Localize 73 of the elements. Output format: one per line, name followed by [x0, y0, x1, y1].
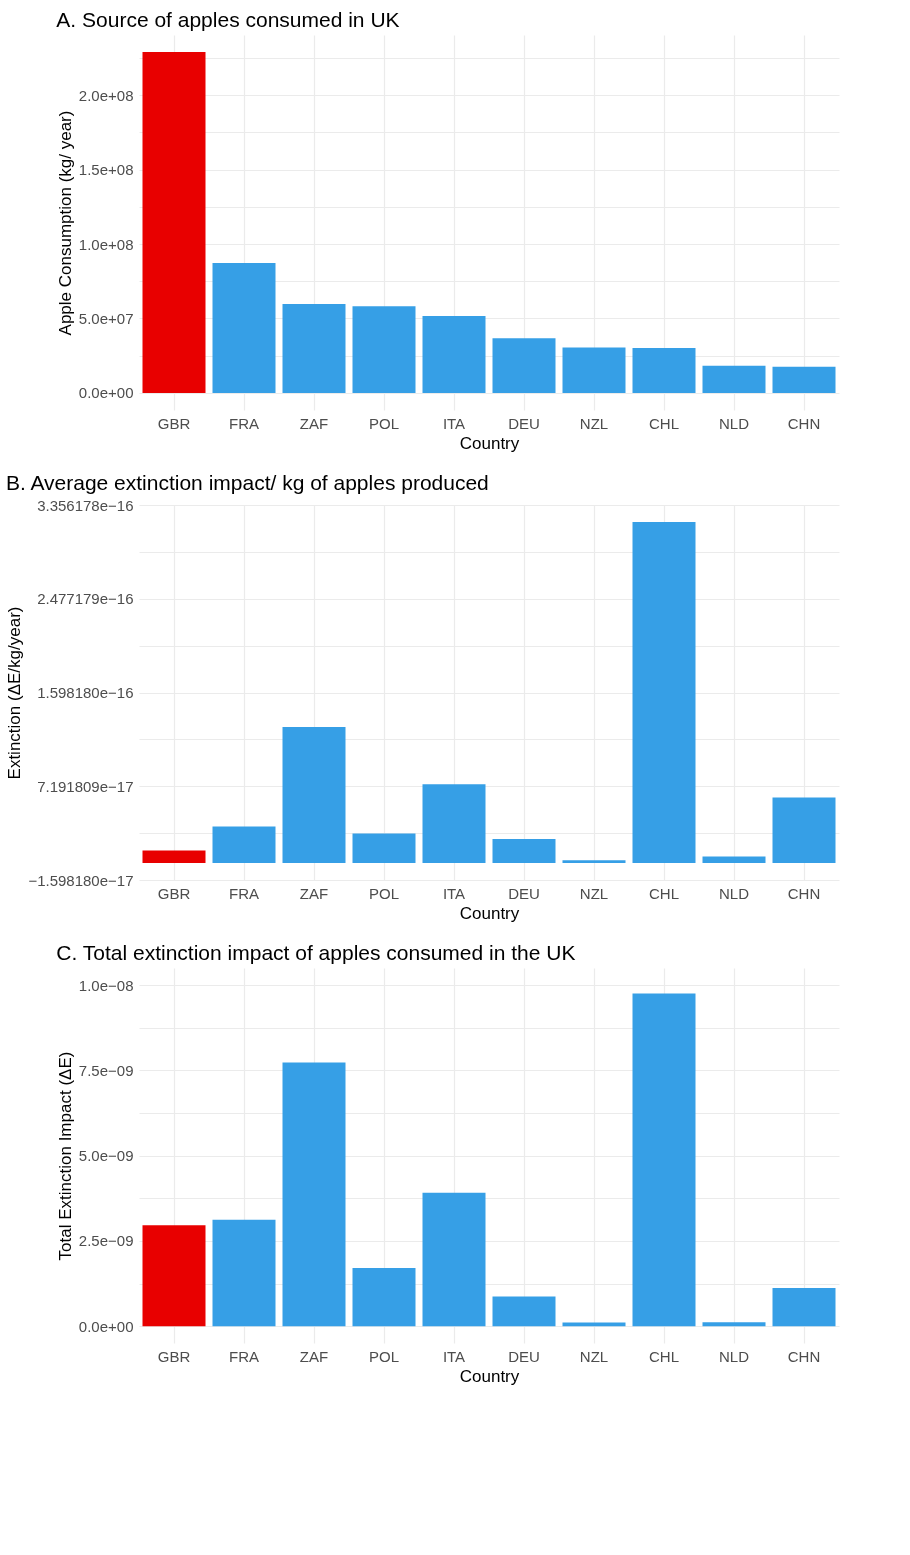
bar: [282, 1062, 346, 1327]
bar: [632, 993, 696, 1327]
y-tick-label: 2.477179e−16: [37, 590, 134, 608]
y-tick-label: 7.191809e−17: [37, 777, 134, 795]
y-axis-title: Total Extinction Impact (ΔE): [55, 1051, 75, 1261]
x-tick-label: DEU: [508, 414, 540, 432]
x-tick-label: FRA: [229, 884, 259, 902]
y-tick-label: 2.0e+08: [78, 86, 134, 104]
bar: [772, 1288, 836, 1327]
x-tick-label: FRA: [229, 1347, 259, 1365]
x-tick-label: GBR: [157, 414, 191, 432]
y-tick-label: 5.0e+07: [78, 309, 134, 327]
x-tick-label: NZL: [579, 884, 609, 902]
y-tick-label: 3.356178e−16: [37, 496, 134, 514]
x-tick-label: NLD: [718, 1347, 750, 1365]
x-tick-label: CHN: [787, 884, 821, 902]
x-tick-label: CHL: [648, 414, 680, 432]
x-axis-title: Country: [459, 433, 520, 453]
bar: [142, 52, 206, 393]
bar: [562, 347, 626, 393]
x-tick-label: GBR: [157, 1347, 191, 1365]
y-axis-title: Apple Consumption (kg/ year): [55, 110, 75, 336]
x-tick-label: ITA: [442, 414, 466, 432]
x-tick-label: ITA: [442, 884, 466, 902]
x-tick-label: ZAF: [299, 884, 329, 902]
x-tick-label: NLD: [718, 884, 750, 902]
x-tick-label: POL: [368, 884, 400, 902]
y-tick-label: −1.598180e−17: [28, 871, 134, 889]
x-tick-label: FRA: [229, 414, 259, 432]
x-tick-label: DEU: [508, 1347, 540, 1365]
bar: [142, 1225, 206, 1327]
y-tick-label: 1.598180e−16: [37, 684, 134, 701]
bar: [422, 315, 486, 393]
x-tick-label: NZL: [579, 414, 609, 432]
chart-title: C. Total extinction impact of apples consumed in the UK: [56, 941, 576, 964]
y-tick-label: 1.5e+08: [78, 161, 134, 179]
x-tick-label: GBR: [157, 884, 191, 902]
x-axis-title: Country: [459, 1366, 520, 1386]
chart-title: B. Average extinction impact/ kg of apples produced: [5, 471, 489, 494]
x-tick-label: ZAF: [299, 414, 329, 432]
bar: [352, 306, 416, 393]
x-tick-label: CHL: [648, 1347, 680, 1365]
y-tick-label: 1.0e+08: [78, 235, 134, 253]
bar: [352, 1267, 416, 1327]
bar: [422, 1192, 486, 1327]
x-tick-label: CHL: [648, 884, 680, 902]
y-tick-label: 7.5e−09: [78, 1061, 134, 1079]
bar: [492, 338, 556, 393]
x-tick-label: CHN: [787, 414, 821, 432]
y-tick-label: 5.0e−09: [78, 1147, 134, 1165]
bar: [212, 262, 276, 393]
x-tick-label: ITA: [442, 1347, 466, 1365]
y-tick-label: 2.5e−09: [78, 1232, 134, 1250]
bar: [282, 303, 346, 393]
y-tick-label: 1.0e−08: [78, 976, 134, 994]
bar: [632, 348, 696, 393]
x-tick-label: CHN: [787, 1347, 821, 1365]
bar: [702, 365, 766, 393]
x-axis-title: Country: [459, 903, 520, 923]
x-tick-label: POL: [368, 1347, 400, 1365]
x-tick-label: NZL: [579, 1347, 609, 1365]
x-tick-label: POL: [368, 414, 400, 432]
bar: [212, 1219, 276, 1327]
y-axis-title: Extinction (ΔE/kg/year): [5, 606, 25, 780]
bar: [492, 1296, 556, 1327]
x-tick-label: NLD: [718, 414, 750, 432]
x-tick-label: ZAF: [299, 1347, 329, 1365]
y-tick-label: 0.0e+00: [78, 1317, 134, 1335]
chart-title: A. Source of apples consumed in UK: [56, 8, 400, 31]
y-tick-label: 0.0e+00: [78, 384, 134, 402]
bar: [702, 1322, 766, 1327]
bar: [772, 366, 836, 393]
x-tick-label: DEU: [508, 884, 540, 902]
